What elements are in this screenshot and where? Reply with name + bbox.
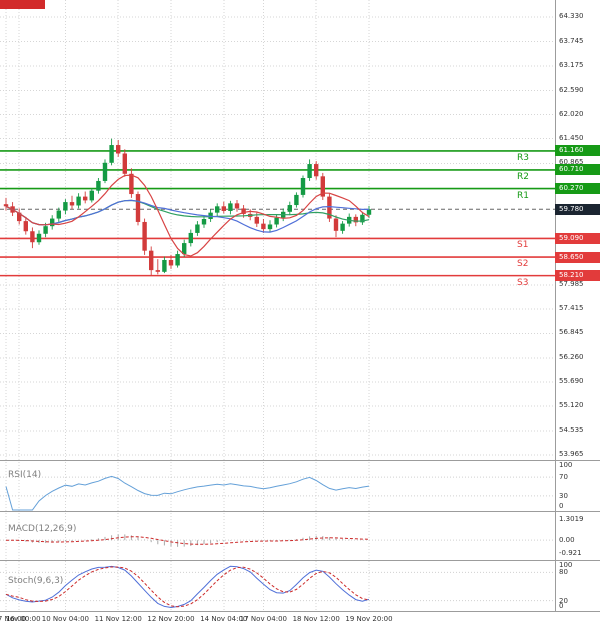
resistance-price-badge: 60.270 [555,183,600,195]
macd-scale-label: -0.921 [559,549,582,557]
rsi-indicator-label: RSI(14) [8,470,42,480]
resistance-label: R3 [517,152,529,163]
price-tick-label: 61.450 [559,133,584,142]
price-tick-label: 60.865 [559,158,584,167]
price-tick-label: 63.745 [559,36,584,45]
gridlines-layer [0,0,556,611]
candles-layer [3,138,372,276]
price-tick-label: 54.535 [559,425,584,434]
stoch-scale-label: 0 [559,602,564,610]
resistance-price-badge: 60.710 [555,164,600,176]
price-tick-label: 55.690 [559,377,584,386]
moving-averages-layer [5,174,370,257]
rsi-scale-label: 0 [559,502,564,510]
x-axis-label: 19 Nov 20:00 [345,615,393,623]
support-label: S1 [517,240,529,251]
resistance-price-badge: 61.160 [555,145,600,157]
resistance-label: R2 [517,171,529,182]
levels-layer [0,150,556,277]
x-axis-label: 11 Nov 12:00 [94,615,142,623]
support-label: S3 [517,277,529,288]
macd-indicator-label: MACD(12,26,9) [8,524,77,534]
rsi-scale-label: 100 [559,461,573,469]
resistance-label: R1 [517,190,529,201]
price-tick-label: 57.985 [559,280,584,289]
price-tick-label: 56.260 [559,353,584,362]
indicators-layer [0,475,556,609]
price-tick-label: 55.120 [559,401,584,410]
support-price-badge: 58.210 [555,270,600,282]
x-axis-label: 17 Nov 04:00 [239,615,287,623]
separators-layer [0,0,600,612]
price-tick-label: 62.590 [559,85,584,94]
x-axis-label: 16:00 [5,615,27,623]
x-axis-label: 14 Nov 04:00 [200,615,248,623]
x-axis-label: 7 Nov 00:00 [0,615,41,623]
stoch-scale-label: 20 [559,596,568,605]
price-tick-label: 57.415 [559,304,584,313]
x-axis-label: 10 Nov 04:00 [41,615,89,623]
stoch-indicator-label: Stoch(9,6,3) [8,576,64,586]
macd-scale-label: 0.00 [559,536,575,545]
price-tick-label: 53.965 [559,450,584,458]
support-price-badge: 58.650 [555,251,600,263]
macd-scale-label: 1.3019 [559,515,584,523]
top-left-marker [0,0,45,9]
stoch-scale-label: 80 [559,568,568,577]
support-label: S2 [517,259,529,270]
x-axis-label: 18 Nov 12:00 [292,615,340,623]
stoch-scale-label: 100 [559,561,573,569]
rsi-scale-label: 70 [559,473,568,482]
x-axis-label: 12 Nov 20:00 [147,615,195,623]
price-tick-label: 62.020 [559,109,584,118]
price-tick-label: 56.845 [559,328,584,337]
support-price-badge: 59.090 [555,232,600,244]
current-price-badge: 59.780 [555,203,600,215]
rsi-scale-label: 30 [559,491,568,500]
price-tick-label: 64.330 [559,12,584,20]
price-tick-label: 63.175 [559,60,584,69]
